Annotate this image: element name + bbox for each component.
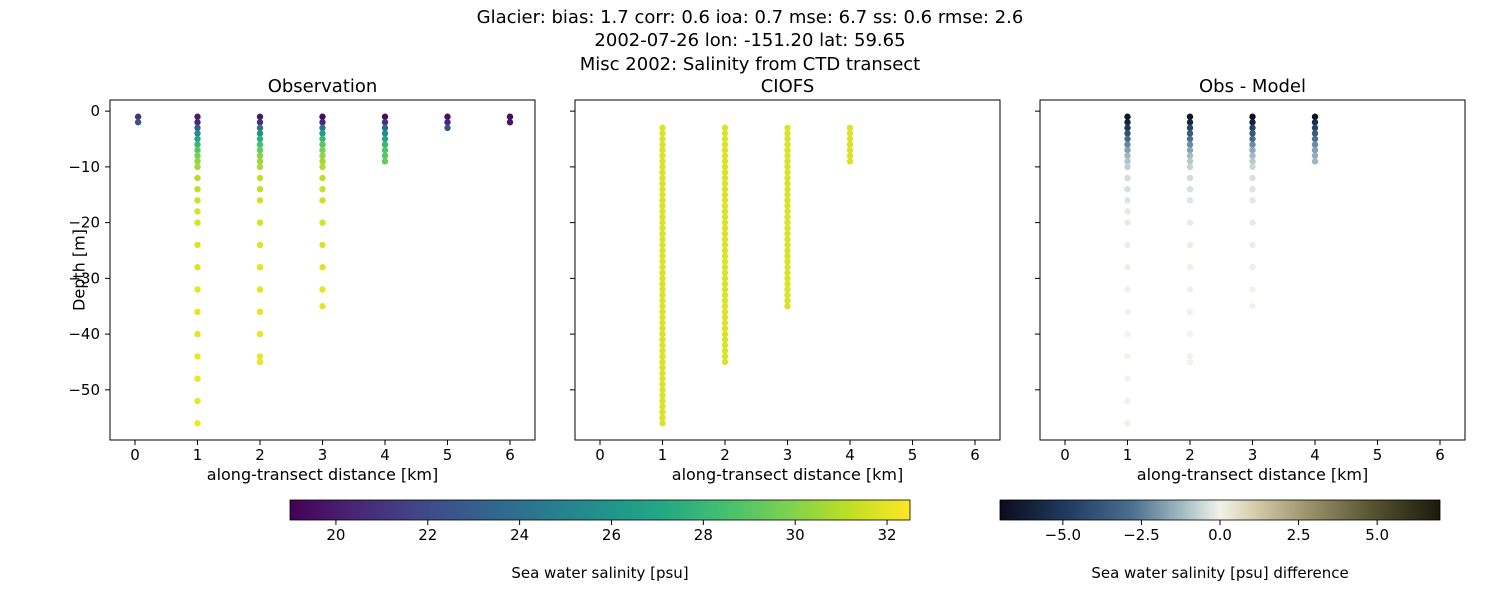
xlabel: along-transect distance [km] bbox=[1137, 465, 1368, 484]
panel-title: CIOFS bbox=[761, 76, 815, 97]
svg-text:5: 5 bbox=[908, 446, 918, 464]
colorbar-label: Sea water salinity [psu] bbox=[511, 564, 688, 582]
panels-container: ObservationDepth [m]along-transect dista… bbox=[110, 100, 1465, 440]
svg-text:−2.5: −2.5 bbox=[1123, 526, 1159, 544]
svg-text:28: 28 bbox=[694, 526, 713, 544]
svg-text:4: 4 bbox=[845, 446, 855, 464]
plot-svg: 0123456 bbox=[575, 100, 1000, 440]
xlabel: along-transect distance [km] bbox=[207, 465, 438, 484]
colorbar-label: Sea water salinity [psu] difference bbox=[1091, 564, 1348, 582]
panel-1: CIOFSalong-transect distance [km]0123456 bbox=[575, 100, 1000, 440]
suptitle-line-2: 2002-07-26 lon: -151.20 lat: 59.65 bbox=[477, 29, 1024, 52]
svg-text:0: 0 bbox=[130, 446, 140, 464]
panel-title: Observation bbox=[268, 76, 378, 97]
svg-text:0.0: 0.0 bbox=[1208, 526, 1232, 544]
svg-text:0: 0 bbox=[1060, 446, 1070, 464]
panel-0: ObservationDepth [m]along-transect dista… bbox=[110, 100, 535, 440]
svg-text:5.0: 5.0 bbox=[1365, 526, 1389, 544]
svg-text:4: 4 bbox=[380, 446, 390, 464]
svg-text:3: 3 bbox=[318, 446, 328, 464]
svg-text:3: 3 bbox=[783, 446, 793, 464]
svg-text:2.5: 2.5 bbox=[1287, 526, 1311, 544]
svg-text:1: 1 bbox=[658, 446, 668, 464]
plot-svg: 01234560−10−20−30−40−50 bbox=[110, 100, 535, 440]
panel-2: Obs - Modelalong-transect distance [km]0… bbox=[1040, 100, 1465, 440]
colorbar-salinity: 20 22 24 26 28 30 32 Sea water salinity [psu] bbox=[290, 500, 910, 582]
svg-text:30: 30 bbox=[786, 526, 805, 544]
svg-text:2: 2 bbox=[1185, 446, 1195, 464]
svg-text:22: 22 bbox=[418, 526, 437, 544]
plot-svg: 0123456 bbox=[1040, 100, 1465, 440]
ylabel: Depth [m] bbox=[69, 229, 88, 311]
svg-text:20: 20 bbox=[326, 526, 345, 544]
svg-text:0: 0 bbox=[595, 446, 605, 464]
svg-text:5: 5 bbox=[1373, 446, 1383, 464]
svg-text:6: 6 bbox=[505, 446, 515, 464]
xlabel: along-transect distance [km] bbox=[672, 465, 903, 484]
svg-text:6: 6 bbox=[1435, 446, 1445, 464]
data-points bbox=[1124, 114, 1318, 427]
colorbar-diff: −5.0 −2.5 0.0 2.5 5.0 Sea water salinity [psu… bbox=[1000, 500, 1440, 582]
svg-text:2: 2 bbox=[255, 446, 265, 464]
svg-text:5: 5 bbox=[443, 446, 453, 464]
figure-suptitle: Glacier: bias: 1.7 corr: 0.6 ioa: 0.7 ms… bbox=[477, 6, 1024, 76]
svg-text:−50: −50 bbox=[68, 381, 100, 399]
data-points bbox=[135, 114, 513, 427]
suptitle-line-1: Glacier: bias: 1.7 corr: 0.6 ioa: 0.7 ms… bbox=[477, 6, 1024, 29]
svg-text:4: 4 bbox=[1310, 446, 1320, 464]
svg-text:1: 1 bbox=[193, 446, 203, 464]
svg-text:2: 2 bbox=[720, 446, 730, 464]
svg-text:0: 0 bbox=[90, 102, 100, 120]
svg-text:3: 3 bbox=[1248, 446, 1258, 464]
suptitle-line-3: Misc 2002: Salinity from CTD transect bbox=[477, 53, 1024, 76]
data-points bbox=[659, 125, 853, 427]
svg-text:1: 1 bbox=[1123, 446, 1133, 464]
svg-text:−5.0: −5.0 bbox=[1045, 526, 1081, 544]
svg-text:24: 24 bbox=[510, 526, 529, 544]
svg-text:26: 26 bbox=[602, 526, 621, 544]
panel-title: Obs - Model bbox=[1199, 76, 1306, 97]
svg-text:32: 32 bbox=[877, 526, 896, 544]
svg-text:6: 6 bbox=[970, 446, 980, 464]
svg-text:−10: −10 bbox=[68, 158, 100, 176]
svg-text:−40: −40 bbox=[68, 325, 100, 343]
